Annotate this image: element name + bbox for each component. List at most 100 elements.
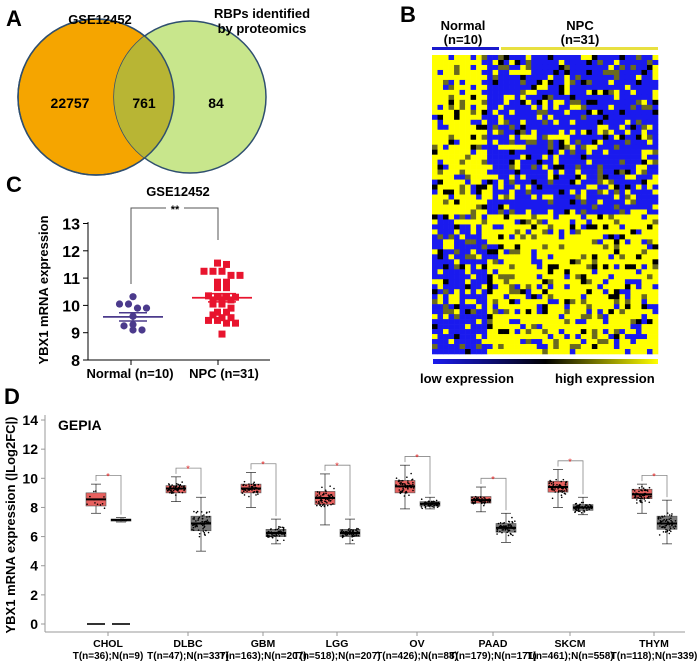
box-category-label: GBM	[251, 638, 276, 650]
heatmap-cell	[597, 329, 604, 335]
heatmap-cell	[476, 294, 482, 300]
heatmap-cell	[492, 174, 499, 180]
heatmap-cell	[454, 94, 460, 101]
heatmap-cell	[646, 229, 653, 235]
heatmap-cell	[564, 264, 571, 270]
heatmap-cell	[503, 139, 510, 145]
box-jitter-point	[670, 519, 672, 522]
heatmap-cell	[437, 119, 444, 126]
heatmap-cell	[443, 159, 449, 165]
heatmap-cell	[575, 274, 582, 280]
heatmap-cell	[613, 304, 620, 310]
heatmap-cell	[542, 334, 549, 340]
heatmap-cell	[432, 99, 438, 106]
heatmap-cell	[520, 55, 527, 61]
box-significance-label: *	[652, 471, 656, 481]
heatmap-cell	[525, 174, 532, 180]
heatmap-cell	[492, 249, 499, 255]
heatmap-cell	[470, 89, 477, 96]
heatmap-cell	[619, 139, 626, 145]
heatmap-cell	[470, 224, 477, 230]
heatmap-cell	[476, 329, 482, 335]
significance-bg	[166, 203, 184, 213]
heatmap-cell	[437, 334, 444, 340]
heatmap-cell	[520, 309, 527, 315]
box-jitter-point	[203, 531, 206, 534]
heatmap-cell	[470, 274, 477, 280]
heatmap-cell	[569, 304, 576, 310]
heatmap-cell	[597, 189, 604, 195]
scatter-point-npc	[209, 267, 217, 275]
heatmap-cell	[602, 244, 609, 250]
heatmap-cell	[492, 119, 499, 126]
heatmap-cell	[624, 289, 631, 295]
heatmap-cell	[525, 59, 532, 66]
box-jitter-point	[354, 534, 356, 537]
heatmap-cell	[591, 174, 598, 180]
heatmap-cell	[580, 144, 587, 150]
heatmap-cell	[641, 339, 648, 345]
heatmap-cell	[641, 184, 648, 190]
heatmap-cell	[454, 209, 460, 215]
heatmap-cell	[465, 104, 471, 111]
heatmap-cell	[503, 144, 510, 150]
heatmap-cell	[641, 214, 648, 220]
heatmap-cell	[641, 194, 648, 200]
heatmap-cell	[476, 304, 482, 310]
heatmap-cell	[476, 249, 482, 255]
heatmap-cell	[514, 114, 521, 121]
box-jitter-point	[575, 509, 578, 512]
box-jitter-point	[192, 526, 195, 529]
heatmap-cell	[476, 194, 482, 200]
heatmap-cell	[514, 174, 521, 180]
heatmap-cell	[569, 194, 576, 200]
heatmap-cell	[558, 84, 565, 91]
box-jitter-point	[351, 536, 353, 538]
heatmap-cell	[443, 269, 449, 275]
box-category-label: THYM	[639, 638, 669, 650]
heatmap-cell	[646, 279, 653, 285]
heatmap-cell	[448, 324, 455, 330]
heatmap-cell	[580, 79, 587, 86]
heatmap-cell	[580, 239, 587, 245]
heatmap-cell	[465, 264, 471, 270]
heatmap-cell	[630, 109, 637, 116]
box-jitter-point	[407, 482, 409, 484]
heatmap-cell	[586, 209, 593, 215]
heatmap-cell	[553, 344, 560, 350]
heatmap-cell	[509, 59, 515, 66]
heatmap-cell	[432, 264, 438, 270]
heatmap-cell	[498, 304, 504, 310]
scatter-point-npc	[209, 296, 217, 304]
heatmap-cell	[608, 344, 615, 350]
heatmap-cell	[481, 259, 488, 265]
heatmap-cell	[432, 204, 438, 210]
box-jitter-point	[201, 517, 204, 520]
heatmap-cell	[531, 174, 538, 180]
heatmap-cell	[624, 344, 631, 350]
heatmap-cell	[432, 244, 438, 250]
heatmap-cell	[487, 69, 493, 76]
heatmap-cell	[635, 149, 642, 155]
heatmap-cell	[591, 109, 598, 116]
box-jitter-point	[207, 531, 210, 534]
heatmap-cell	[602, 179, 609, 185]
heatmap-cell	[613, 309, 620, 315]
heatmap-cell	[613, 64, 620, 71]
heatmap-cell	[553, 174, 560, 180]
heatmap-cell	[652, 209, 659, 215]
heatmap-cell	[635, 339, 642, 345]
heatmap-cell	[619, 74, 626, 81]
heatmap-cell	[509, 55, 515, 61]
heatmap-cell	[525, 219, 532, 225]
heatmap-cell	[586, 254, 593, 260]
heatmap-cell	[608, 269, 615, 275]
heatmap-cell	[503, 329, 510, 335]
heatmap-cell	[575, 254, 582, 260]
heatmap-cell	[569, 329, 576, 335]
heatmap-cell	[525, 274, 532, 280]
heatmap-cell	[448, 134, 455, 141]
heatmap-cell	[448, 329, 455, 335]
heatmap-cell	[652, 279, 659, 285]
box-jitter-point	[483, 504, 485, 507]
